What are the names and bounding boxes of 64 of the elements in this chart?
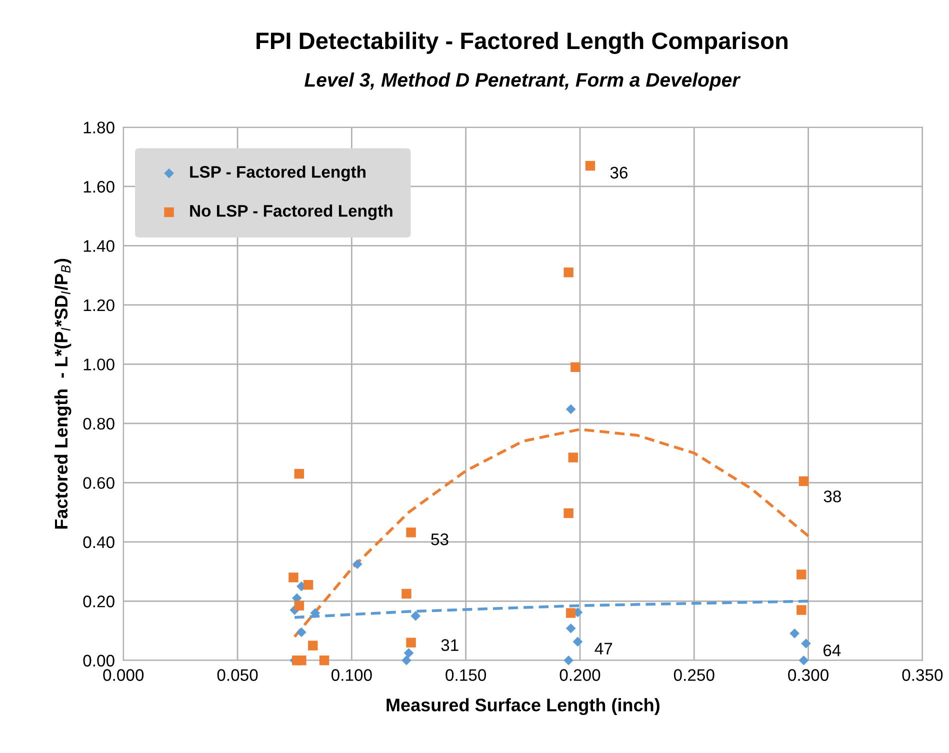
line-series — [293, 428, 810, 638]
y-axis-title: Factored Length - L*(P$_{I}$*SD$_{I}$/P$_{B}$) — [54, 258, 72, 529]
point — [566, 404, 576, 414]
x-tick-label: 0.050 — [217, 669, 258, 681]
point — [310, 608, 320, 618]
point — [796, 605, 806, 615]
point — [564, 655, 574, 666]
annotation: 31 — [441, 639, 458, 651]
x-tick-label: 0.100 — [331, 669, 372, 681]
y-tick-label: 1.40 — [84, 240, 114, 252]
point — [294, 468, 304, 479]
y-tick-label: 0.80 — [83, 418, 114, 430]
point — [296, 627, 306, 638]
x-tick-label: 0.150 — [446, 669, 486, 681]
legend-label: No LSP - Factored Length — [190, 204, 392, 220]
y-tick-label: 1.80 — [84, 122, 114, 134]
annotation: 38 — [824, 490, 841, 502]
chart-subtitle: Level 3, Method D Penetrant, Form a Developer — [304, 72, 741, 91]
point — [585, 160, 596, 171]
x-tick-label: 0.200 — [560, 669, 600, 681]
annotation: 53 — [431, 533, 448, 546]
point — [406, 528, 416, 538]
annotation: 47 — [594, 642, 612, 654]
x-tick-label: 0.300 — [788, 669, 828, 681]
annotation: 64 — [824, 644, 841, 656]
point — [798, 476, 809, 486]
point — [570, 362, 580, 372]
point — [568, 452, 578, 462]
point — [566, 608, 576, 618]
point — [572, 636, 583, 647]
point — [294, 600, 304, 610]
point — [352, 559, 362, 570]
point — [404, 648, 414, 658]
point — [796, 570, 806, 580]
point — [410, 611, 421, 621]
x-tick-label: 0.250 — [674, 669, 714, 681]
point — [564, 508, 574, 518]
y-tick-label: 0.20 — [83, 596, 114, 608]
point — [790, 628, 800, 638]
point — [319, 656, 330, 666]
chart-title: FPI Detectability - Factored Length Comparison — [256, 32, 788, 54]
point — [288, 572, 298, 582]
point — [801, 638, 811, 648]
x-axis-title: Measured Surface Length (inch) — [386, 698, 660, 716]
y-tick-label: 0.60 — [83, 477, 114, 489]
y-tick-label: 0.00 — [83, 654, 114, 667]
point — [566, 623, 576, 634]
point — [402, 588, 412, 599]
line-series — [293, 600, 810, 619]
point — [296, 656, 306, 666]
y-tick-label: 1.20 — [84, 299, 114, 312]
x-tick-label: 0.350 — [902, 669, 943, 681]
point — [308, 640, 318, 650]
y-tick-label: 1.00 — [84, 358, 114, 370]
point — [564, 268, 574, 278]
y-tick-label: 0.40 — [83, 536, 114, 548]
x-tick-label: 0.000 — [103, 669, 144, 681]
y-tick-label: 1.60 — [84, 180, 114, 193]
legend-label: LSP - Factored Length — [190, 166, 366, 182]
point — [406, 638, 416, 648]
point — [303, 580, 314, 590]
point — [402, 655, 412, 666]
annotation: 36 — [610, 166, 628, 179]
point — [798, 655, 809, 666]
